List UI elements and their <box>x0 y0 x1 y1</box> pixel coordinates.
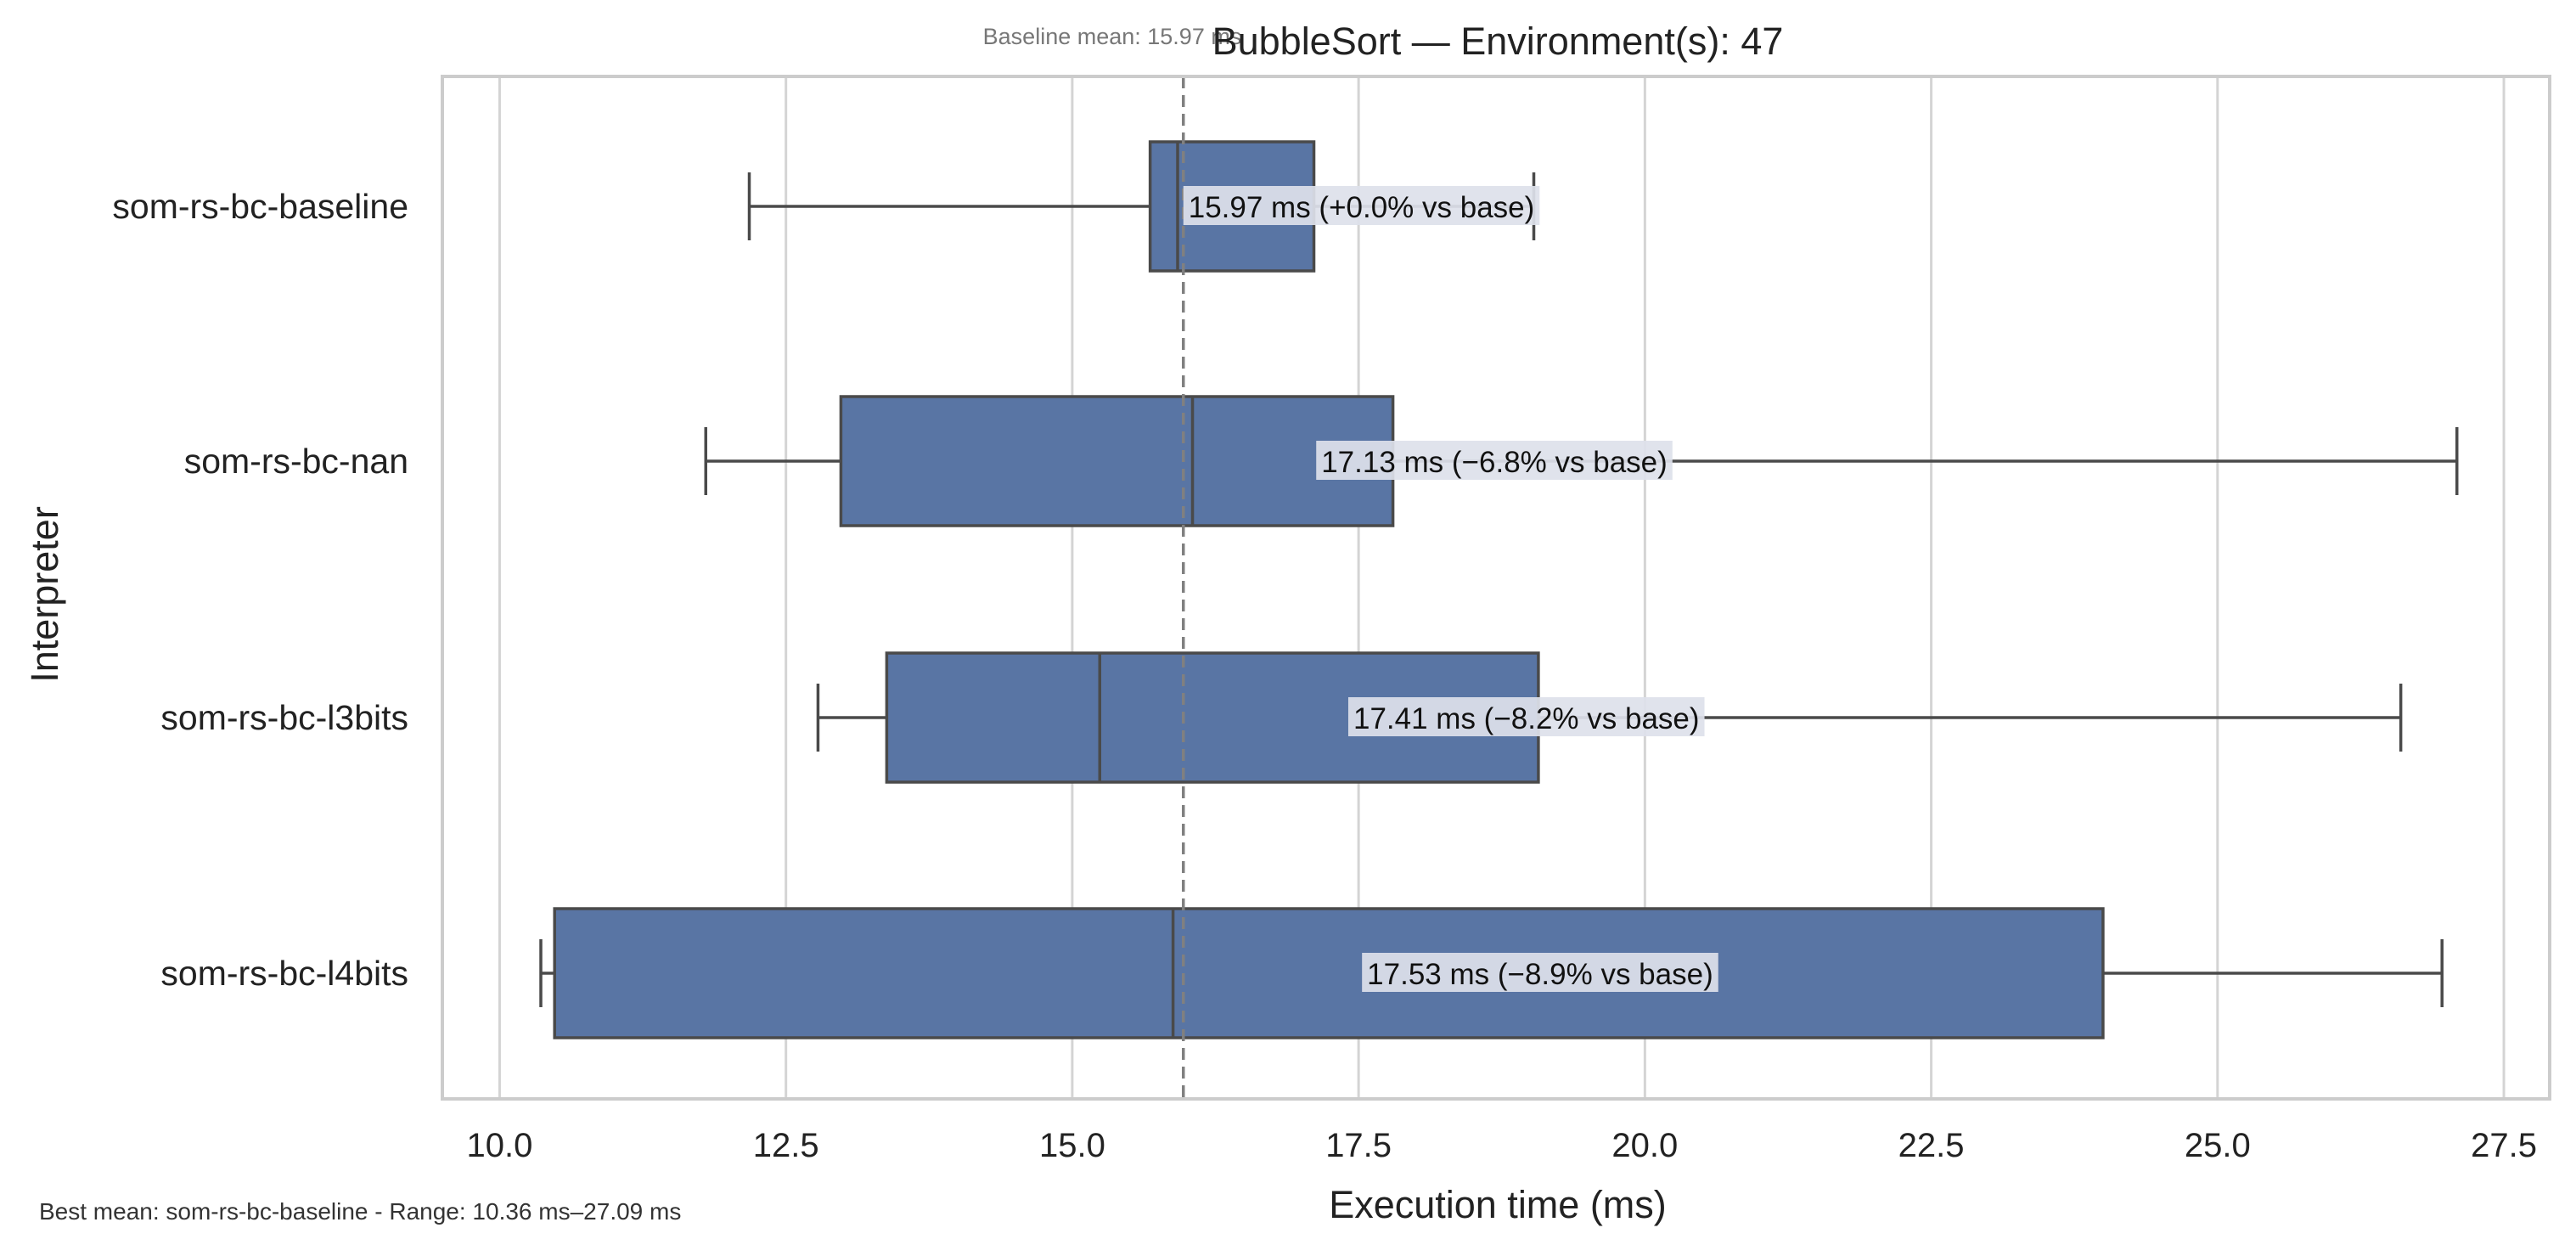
mean-label-background <box>1347 697 1705 736</box>
x-tick-label: 20.0 <box>1611 1127 1678 1164</box>
x-tick-label: 15.0 <box>1039 1127 1105 1164</box>
y-tick-label: som-rs-bc-baseline <box>112 187 408 226</box>
mean-label-background <box>1183 186 1540 225</box>
x-tick-label: 12.5 <box>753 1127 819 1164</box>
x-tick-label: 10.0 <box>467 1127 533 1164</box>
box-group <box>539 907 2444 1039</box>
iqr-box <box>553 907 2105 1039</box>
x-tick-label: 22.5 <box>1898 1127 1965 1164</box>
grid-layer <box>498 76 2506 1099</box>
y-tick-label: som-rs-bc-nan <box>184 442 408 481</box>
y-tick-label: som-rs-bc-l3bits <box>160 698 408 737</box>
mean-label: 17.53 ms (−8.9% vs base) <box>1367 958 1713 991</box>
label-layer: 15.97 ms (+0.0% vs base) 17.13 ms (−6.8% … <box>1183 186 1718 992</box>
x-tick-label: 27.5 <box>2471 1127 2537 1164</box>
x-tick-label: 17.5 <box>1325 1127 1392 1164</box>
y-tick-label: som-rs-bc-l4bits <box>160 954 408 993</box>
mean-label-background <box>1316 441 1673 480</box>
mean-label: 17.41 ms (−8.2% vs base) <box>1353 702 1700 735</box>
iqr-box <box>839 395 1395 527</box>
box-group <box>704 395 2459 527</box>
y-axis-label: Interpreter <box>23 506 66 683</box>
mean-label: 17.13 ms (−6.8% vs base) <box>1321 446 1668 479</box>
footer-note: Best mean: som-rs-bc-baseline - Range: 1… <box>39 1198 681 1225</box>
x-axis-label: Execution time (ms) <box>1329 1183 1667 1226</box>
chart-subtitle: Baseline mean: 15.97 ms <box>983 24 1242 49</box>
axis-layer: 10.0 12.5 15.0 17.5 20.0 22.5 25.0 27.5 som-rs-b… <box>112 187 2537 1164</box>
plot-frame <box>441 75 2551 1101</box>
mean-label: 15.97 ms (+0.0% vs base) <box>1189 191 1535 224</box>
chart-title: BubbleSort — Environment(s): 47 <box>1212 20 1784 63</box>
mean-label-background <box>1362 953 1718 992</box>
x-tick-label: 25.0 <box>2185 1127 2251 1164</box>
